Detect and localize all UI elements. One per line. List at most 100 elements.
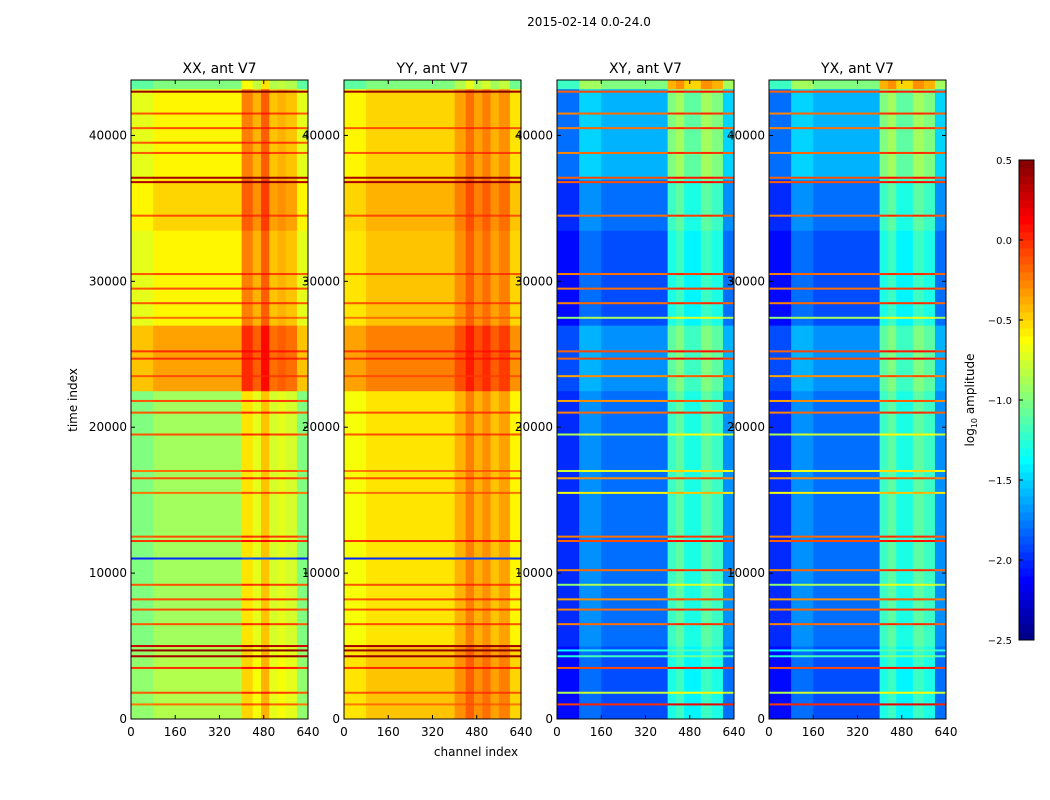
colorbar-tick-label: −2.5: [988, 636, 1012, 647]
heatmap-streak: [366, 649, 456, 652]
heatmap-streak: [498, 691, 511, 694]
heatmap-streak: [700, 316, 713, 319]
heatmap-streak: [509, 691, 522, 694]
heatmap-streak: [923, 623, 936, 626]
heatmap-streak: [711, 477, 724, 480]
heatmap-streak: [813, 357, 881, 360]
heatmap-streak: [934, 569, 947, 572]
heatmap-streak: [366, 557, 456, 560]
heatmap-cell: [579, 179, 602, 231]
heatmap-streak: [791, 655, 814, 658]
heatmap-streak: [879, 649, 889, 652]
heatmap-streak: [260, 540, 270, 543]
heatmap-streak: [465, 691, 475, 694]
heatmap-streak: [344, 411, 367, 414]
heatmap-cell: [509, 230, 522, 326]
heatmap-streak: [454, 691, 467, 694]
heatmap-streak: [269, 90, 279, 93]
heatmap-cell: [490, 80, 500, 90]
heatmap-cell: [557, 88, 580, 180]
heatmap-streak: [557, 214, 580, 217]
heatmap-cell: [769, 390, 792, 647]
heatmap-cell: [131, 390, 154, 647]
heatmap-streak: [366, 302, 456, 305]
heatmap-streak: [366, 316, 456, 319]
colorbar-segment: [1019, 352, 1034, 361]
heatmap-streak: [722, 176, 735, 179]
heatmap-streak: [473, 477, 483, 480]
heatmap-streak: [131, 273, 154, 276]
heatmap-cell: [684, 88, 702, 180]
heatmap-cell: [498, 88, 511, 180]
heatmap-streak: [490, 583, 500, 586]
heatmap-streak: [473, 583, 483, 586]
heatmap-streak: [711, 598, 724, 601]
heatmap-streak: [269, 557, 279, 560]
heatmap-streak: [260, 645, 270, 648]
heatmap-streak: [473, 273, 483, 276]
heatmap-streak: [482, 691, 492, 694]
heatmap-streak: [934, 127, 947, 130]
heatmap-streak: [241, 557, 254, 560]
heatmap-streak: [454, 316, 467, 319]
heatmap-streak: [896, 151, 914, 154]
heatmap-streak: [879, 287, 889, 290]
colorbar-tick-label: −2.0: [988, 556, 1012, 567]
heatmap-streak: [813, 90, 881, 93]
colorbar-segment: [1019, 528, 1034, 537]
heatmap-streak: [269, 583, 279, 586]
heatmap-streak: [241, 141, 254, 144]
y-tick-label: 0: [332, 712, 340, 726]
heatmap-streak: [912, 112, 925, 115]
heatmap-streak: [131, 691, 154, 694]
heatmap-streak: [131, 491, 154, 494]
heatmap-streak: [153, 666, 243, 669]
heatmap-streak: [667, 176, 677, 179]
heatmap-streak: [557, 375, 580, 378]
heatmap-streak: [667, 535, 677, 538]
heatmap-streak: [498, 645, 511, 648]
heatmap-streak: [912, 691, 925, 694]
heatmap-cell: [700, 646, 713, 720]
heatmap-streak: [465, 375, 475, 378]
heatmap-cell: [879, 390, 889, 647]
colorbar-segment: [1019, 440, 1034, 449]
heatmap-streak: [557, 350, 580, 353]
heatmap-streak: [296, 477, 309, 480]
heatmap-streak: [131, 350, 154, 353]
heatmap-streak: [285, 703, 298, 706]
heatmap-streak: [482, 214, 492, 217]
heatmap-streak: [366, 90, 456, 93]
heatmap-cell: [601, 88, 669, 180]
heatmap-streak: [269, 350, 279, 353]
heatmap-cell: [277, 230, 287, 326]
heatmap-streak: [684, 535, 702, 538]
heatmap-streak: [667, 540, 677, 543]
x-tick-label: 160: [590, 725, 613, 739]
heatmap-streak: [923, 535, 936, 538]
heatmap-cell: [465, 80, 475, 90]
heatmap-streak: [700, 433, 713, 436]
heatmap-streak: [277, 90, 287, 93]
heatmap-streak: [684, 703, 702, 706]
heatmap-streak: [260, 399, 270, 402]
heatmap-streak: [344, 350, 367, 353]
heatmap-streak: [813, 151, 881, 154]
y-axis-label: time index: [66, 368, 80, 432]
heatmap-streak: [700, 375, 713, 378]
heatmap-streak: [252, 127, 262, 130]
heatmap-streak: [912, 302, 925, 305]
heatmap-streak: [269, 287, 279, 290]
heatmap-streak: [601, 273, 669, 276]
heatmap-streak: [498, 411, 511, 414]
heatmap-streak: [131, 433, 154, 436]
heatmap-streak: [912, 375, 925, 378]
heatmap-streak: [285, 127, 298, 130]
heatmap-streak: [366, 691, 456, 694]
heatmap-streak: [557, 151, 580, 154]
x-tick-label: 640: [297, 725, 320, 739]
heatmap-streak: [722, 649, 735, 652]
heatmap-streak: [454, 433, 467, 436]
heatmap-cell: [813, 80, 881, 90]
heatmap-cell: [153, 646, 243, 720]
